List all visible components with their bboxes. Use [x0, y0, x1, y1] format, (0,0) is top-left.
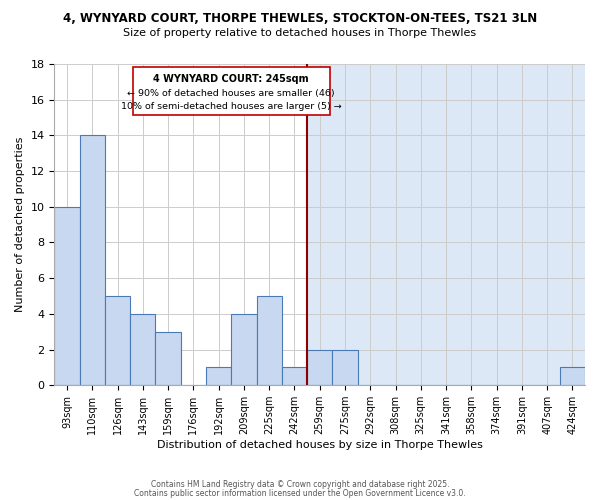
- Text: ← 90% of detached houses are smaller (46): ← 90% of detached houses are smaller (46…: [127, 89, 335, 98]
- Bar: [231, 314, 257, 385]
- X-axis label: Distribution of detached houses by size in Thorpe Thewles: Distribution of detached houses by size …: [157, 440, 482, 450]
- Bar: [307, 350, 332, 385]
- Bar: [55, 207, 80, 385]
- Bar: [560, 368, 585, 385]
- Y-axis label: Number of detached properties: Number of detached properties: [15, 137, 25, 312]
- Text: 10% of semi-detached houses are larger (5) →: 10% of semi-detached houses are larger (…: [121, 102, 341, 112]
- Text: Size of property relative to detached houses in Thorpe Thewles: Size of property relative to detached ho…: [124, 28, 476, 38]
- Text: 4, WYNYARD COURT, THORPE THEWLES, STOCKTON-ON-TEES, TS21 3LN: 4, WYNYARD COURT, THORPE THEWLES, STOCKT…: [63, 12, 537, 26]
- Bar: [257, 296, 282, 385]
- Bar: [206, 368, 231, 385]
- Bar: [307, 64, 585, 385]
- Bar: [155, 332, 181, 385]
- Bar: [282, 368, 307, 385]
- Bar: [130, 314, 155, 385]
- Bar: [105, 296, 130, 385]
- FancyBboxPatch shape: [133, 66, 330, 115]
- Text: Contains HM Land Registry data © Crown copyright and database right 2025.: Contains HM Land Registry data © Crown c…: [151, 480, 449, 489]
- Bar: [80, 136, 105, 385]
- Text: Contains public sector information licensed under the Open Government Licence v3: Contains public sector information licen…: [134, 488, 466, 498]
- Bar: [332, 350, 358, 385]
- Text: 4 WYNYARD COURT: 245sqm: 4 WYNYARD COURT: 245sqm: [154, 74, 309, 84]
